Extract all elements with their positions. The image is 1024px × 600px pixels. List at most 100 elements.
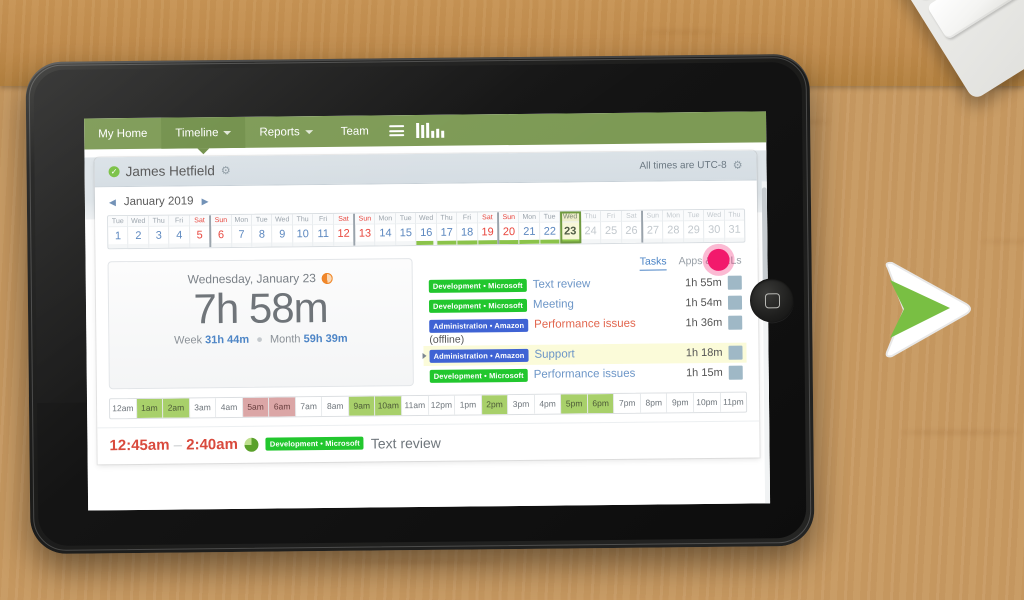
nav-item-timeline[interactable]: Timeline: [161, 116, 246, 149]
calendar-day-9[interactable]: Wed 9: [272, 214, 294, 247]
calendar-day-dow: Wed: [560, 211, 580, 223]
hour-cell-1am[interactable]: 1am: [136, 398, 164, 418]
calendar-day-31[interactable]: Thu 31: [724, 209, 745, 242]
hour-cell-10pm[interactable]: 10pm: [693, 392, 721, 413]
calendar-day-number: 11: [317, 227, 329, 241]
task-duration: 1h 55m: [685, 276, 722, 290]
task-project-badge[interactable]: Development • Microsoft: [428, 278, 527, 293]
calendar-day-dow: Wed: [704, 209, 724, 222]
task-duration: 1h 36m: [685, 316, 723, 330]
calendar-day-activity-bar: [684, 238, 704, 243]
task-project-badge[interactable]: Development • Microsoft: [428, 298, 528, 313]
calendar-day-10[interactable]: Thu 10: [292, 214, 314, 247]
calendar-day-7[interactable]: Mon 7: [231, 214, 253, 247]
hour-cell-4pm[interactable]: 4pm: [534, 394, 562, 414]
calendar-day-6[interactable]: Sun 6: [209, 214, 232, 248]
timezone-control[interactable]: All times are UTC-8 ⚙: [639, 159, 742, 173]
calendar-day-12[interactable]: Sat 12: [333, 213, 355, 246]
hour-cell-11pm[interactable]: 11pm: [720, 392, 747, 412]
hamburger-menu-icon[interactable]: [383, 115, 410, 146]
next-arrow-icon[interactable]: ▶: [201, 195, 209, 206]
calendar-day-22[interactable]: Tue 22: [539, 211, 561, 244]
calendar-day-21[interactable]: Mon 21: [519, 211, 541, 244]
calendar-day-30[interactable]: Wed 30: [704, 209, 726, 243]
hour-cell-2am[interactable]: 2am: [163, 398, 190, 418]
task-project-badge[interactable]: Development • Microsoft: [429, 368, 528, 383]
calendar-day-1[interactable]: Tue 1: [108, 216, 129, 249]
task-row-content[interactable]: Administration • Amazon Performance issue…: [423, 313, 746, 336]
hour-cell-8pm[interactable]: 8pm: [640, 393, 668, 413]
task-name[interactable]: Text review: [532, 278, 591, 291]
calendar-day-activity-bar: [231, 242, 252, 247]
calendar-day-14[interactable]: Mon 14: [375, 213, 397, 246]
task-name[interactable]: Meeting: [532, 298, 574, 311]
hour-cell-2pm[interactable]: 2pm: [481, 395, 509, 415]
nav-item-my-home[interactable]: My Home: [84, 118, 162, 150]
task-name[interactable]: Support: [534, 348, 575, 361]
tab-tasks[interactable]: Tasks: [639, 255, 667, 271]
user-identity[interactable]: ✓ James Hetfield ⚙: [108, 163, 231, 179]
calendar-day-3[interactable]: Thu 3: [148, 215, 170, 248]
hour-cell-7pm[interactable]: 7pm: [614, 393, 642, 413]
calendar-day-29[interactable]: Tue 29: [683, 210, 705, 243]
entry-project-badge[interactable]: Development • Microsoft: [265, 436, 364, 451]
calendar-day-25[interactable]: Fri 25: [601, 210, 622, 244]
hour-cell-6pm[interactable]: 6pm: [587, 393, 615, 414]
nav-item-reports[interactable]: Reports: [245, 116, 327, 148]
calendar-day-15[interactable]: Tue 15: [395, 213, 417, 246]
time-entry-row[interactable]: 12:45am – 2:40am Development • Microsoft…: [97, 420, 760, 465]
calendar-day-8[interactable]: Tue 8: [252, 214, 273, 247]
scrollbar[interactable]: [761, 181, 771, 511]
calendar-day-19[interactable]: Sat 19: [477, 212, 499, 245]
calendar-day-24[interactable]: Thu 24: [580, 211, 602, 244]
task-row[interactable]: Development • Microsoft Performance issue…: [424, 363, 747, 386]
calendar-day-activity-bar: [519, 239, 540, 244]
calendar-day-dow: Sun: [355, 213, 375, 225]
hour-cell-7am[interactable]: 7am: [295, 397, 323, 417]
hour-cell-9am[interactable]: 9am: [348, 396, 376, 416]
hour-cell-8am[interactable]: 8am: [322, 396, 350, 417]
calendar-day-11[interactable]: Fri 11: [313, 213, 335, 247]
hour-cell-10am[interactable]: 10am: [375, 396, 403, 416]
calendar-day-activity-bar: [211, 242, 231, 248]
calendar-day-17[interactable]: Thu 17: [436, 212, 458, 245]
task-row-content[interactable]: Development • Microsoft Performance issue…: [424, 363, 747, 386]
hour-cell-5pm[interactable]: 5pm: [561, 394, 588, 414]
hour-cell-6am[interactable]: 6am: [269, 397, 296, 417]
home-button[interactable]: [749, 278, 795, 323]
calendar-day-4[interactable]: Fri 4: [169, 215, 191, 248]
calendar-day-27[interactable]: Sun 27: [641, 210, 664, 243]
hour-cell-3pm[interactable]: 3pm: [508, 394, 535, 415]
hour-cell-1pm[interactable]: 1pm: [455, 395, 482, 415]
hour-cell-5am[interactable]: 5am: [242, 397, 270, 417]
gear-icon[interactable]: ⚙: [732, 159, 743, 172]
prev-arrow-icon[interactable]: ◀: [108, 196, 116, 207]
hour-cell-12pm[interactable]: 12pm: [428, 395, 456, 415]
calendar-day-26[interactable]: Sat 26: [621, 210, 643, 243]
task-project-badge[interactable]: Administration • Amazon: [429, 318, 529, 333]
activity-bars-icon[interactable]: [410, 115, 450, 146]
task-name[interactable]: Performance issues: [534, 317, 636, 331]
calendar-day-2[interactable]: Wed 2: [128, 215, 150, 249]
calendar-day-16[interactable]: Wed 16: [416, 212, 438, 246]
calendar-day-20[interactable]: Sun 20: [497, 211, 520, 245]
hour-cell-9pm[interactable]: 9pm: [667, 393, 695, 413]
calendar-day-5[interactable]: Sat 5: [189, 215, 211, 248]
hour-cell-4am[interactable]: 4am: [216, 397, 243, 418]
summary-total-time: 7h 58m: [193, 283, 328, 333]
play-arrow-icon[interactable]: [874, 258, 980, 362]
calendar-day-28[interactable]: Mon 28: [663, 210, 685, 243]
task-name[interactable]: Performance issues: [533, 367, 636, 381]
calendar-day-13[interactable]: Sun 13: [353, 213, 376, 246]
hour-cell-11am[interactable]: 11am: [401, 395, 429, 416]
hour-cell-3am[interactable]: 3am: [189, 398, 217, 418]
gear-icon[interactable]: ⚙: [220, 164, 231, 178]
expand-caret-icon[interactable]: [422, 352, 427, 359]
calendar-day-23[interactable]: Wed 23: [560, 211, 582, 244]
calendar-day-18[interactable]: Fri 18: [457, 212, 478, 245]
task-project-badge[interactable]: Administration • Amazon: [429, 348, 529, 363]
task-row[interactable]: Administration • Amazon Performance issue…: [423, 313, 746, 346]
calendar-day-number: 14: [379, 227, 392, 240]
nav-item-team[interactable]: Team: [327, 115, 383, 147]
hour-cell-12am[interactable]: 12am: [109, 398, 137, 419]
